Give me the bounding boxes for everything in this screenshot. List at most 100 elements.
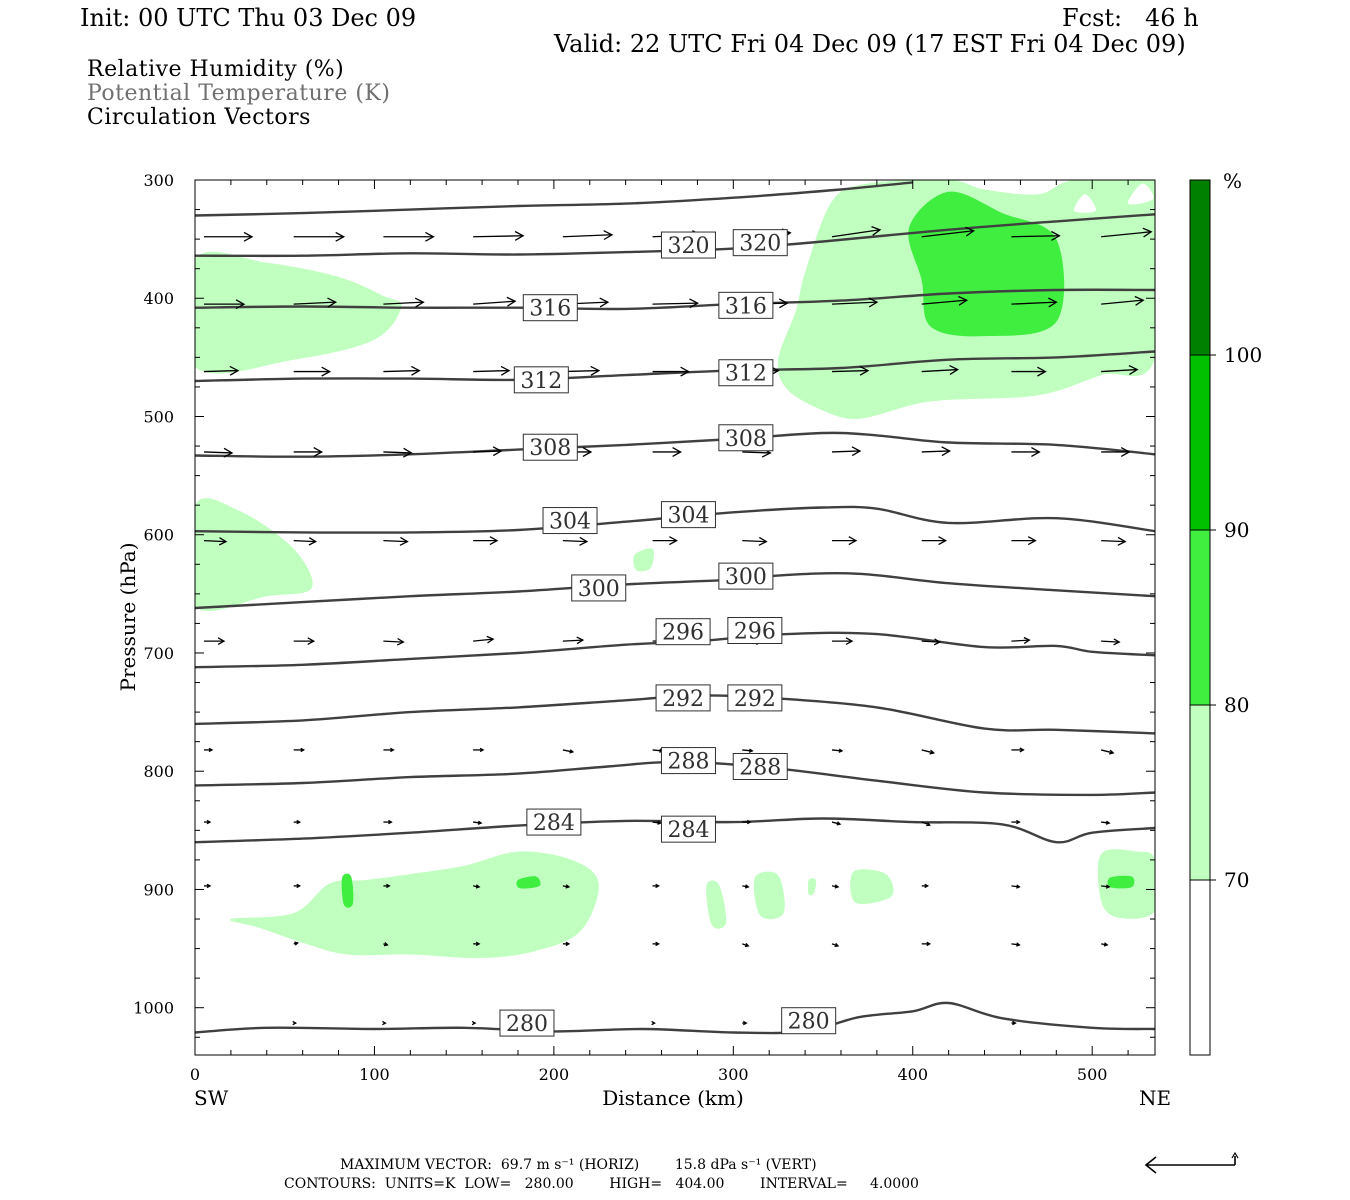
circulation-vector <box>831 884 840 889</box>
vector-head <box>1023 636 1031 644</box>
contour-label-box <box>655 618 711 646</box>
contour-label-text: 300 <box>578 577 620 602</box>
vector-head <box>383 942 389 947</box>
contour-label-box <box>522 294 578 322</box>
vector-head <box>672 447 682 457</box>
circulation-vector <box>293 941 300 946</box>
vector-shaft <box>921 450 950 453</box>
vector-head <box>500 365 511 376</box>
vector-head <box>243 231 254 242</box>
contour-label-text: 280 <box>788 1010 830 1035</box>
vector-head <box>471 1020 477 1026</box>
vector-head <box>579 536 589 546</box>
vector-head <box>1113 638 1121 646</box>
vector-head <box>871 225 882 236</box>
vector-head <box>229 365 240 376</box>
circulation-vector <box>831 297 879 308</box>
circulation-vector <box>203 447 234 458</box>
rh-region-80 <box>516 876 541 889</box>
vector-shaft <box>203 539 227 543</box>
colorbar-band <box>1190 880 1210 1055</box>
vector-head <box>208 747 214 753</box>
colorbar-band <box>1190 355 1210 530</box>
vector-shaft <box>383 301 424 305</box>
theta-contour-284 <box>195 817 1155 844</box>
circulation-vector <box>1101 365 1139 375</box>
circulation-vector <box>831 225 882 238</box>
contour-label-box <box>732 229 788 257</box>
contour-label-280: 280 <box>499 1009 555 1037</box>
vector-head <box>308 537 318 546</box>
contour-label-284: 284 <box>660 815 716 843</box>
vector-head <box>933 638 942 646</box>
circulation-vector <box>1101 884 1111 889</box>
vector-head <box>680 366 690 377</box>
y-tick-label: 1000 <box>133 999 174 1018</box>
vector-head <box>958 295 969 306</box>
vector-shaft <box>742 539 767 543</box>
colorbar-band <box>1190 180 1210 355</box>
footer-contours: CONTOURS: UNITS=K LOW= 280.00 HIGH= 404.… <box>284 1176 919 1192</box>
x-axis-title: Distance (km) <box>602 1086 744 1110</box>
theta-contour-308 <box>195 431 1155 458</box>
vector-head <box>206 883 212 889</box>
vector-head <box>758 536 768 546</box>
circulation-vector <box>293 447 324 457</box>
circulation-vector <box>473 941 481 947</box>
colorbar-frame <box>1189 179 1211 1056</box>
vector-head <box>506 296 517 307</box>
vector-head <box>669 536 678 546</box>
circulation-vector <box>471 1020 477 1026</box>
contour-label-box <box>660 231 716 259</box>
contour-label-box <box>781 1007 837 1035</box>
vector-head <box>1120 447 1131 457</box>
circulation-vector <box>293 366 332 377</box>
vector-shaft <box>293 301 336 305</box>
vector-head <box>1019 747 1025 753</box>
circulation-vector <box>562 749 575 754</box>
colorbar-label: 80 <box>1224 693 1249 717</box>
theta-contour-324 <box>195 181 913 217</box>
y-tick-label: 700 <box>143 644 174 663</box>
circulation-vector <box>383 637 405 646</box>
circulation-vector <box>831 365 870 376</box>
vector-head <box>868 297 879 308</box>
circulation-vector <box>1011 366 1047 377</box>
reference-vector <box>1144 1151 1239 1174</box>
contour-label-text: 308 <box>529 436 571 461</box>
circulation-vector <box>473 747 485 753</box>
contour-label-292: 292 <box>727 684 783 712</box>
circulation-vector <box>921 749 936 755</box>
vector-head <box>475 941 481 947</box>
circulation-vector <box>292 1020 298 1026</box>
x-left-label: SW <box>194 1086 229 1110</box>
vector-head <box>335 231 346 242</box>
vector-head <box>576 636 585 645</box>
circulation-vector <box>203 299 246 310</box>
valid-time: Valid: 22 UTC Fri 04 Dec 09 (17 EST Fri … <box>554 30 1186 58</box>
contour-label-box <box>513 366 569 394</box>
contour-label-text: 316 <box>529 297 571 322</box>
vector-shaft <box>831 450 861 453</box>
vector-shaft <box>831 369 869 373</box>
circulation-vector <box>1101 295 1145 306</box>
contour-label-box <box>727 684 783 712</box>
rh-region-70 <box>753 871 785 920</box>
vector-shaft <box>1101 539 1126 543</box>
circulation-vector <box>383 447 413 458</box>
rh-region-70 <box>195 498 313 611</box>
circulation-vector <box>293 231 346 242</box>
vector-head <box>778 298 789 309</box>
legend-potential-temperature: Potential Temperature (K) <box>87 81 391 106</box>
circulation-vector <box>742 819 752 825</box>
contour-label-box <box>522 433 578 461</box>
vector-shaft <box>383 640 404 643</box>
colorbar: 100 90 80 70 <box>1189 179 1262 1056</box>
contour-label-316: 316 <box>718 291 774 319</box>
vector-shaft <box>652 302 698 305</box>
circulation-vector <box>293 297 338 308</box>
vector-shaft <box>742 749 753 752</box>
vector-head <box>327 297 338 308</box>
circulation-vector <box>1101 227 1153 238</box>
